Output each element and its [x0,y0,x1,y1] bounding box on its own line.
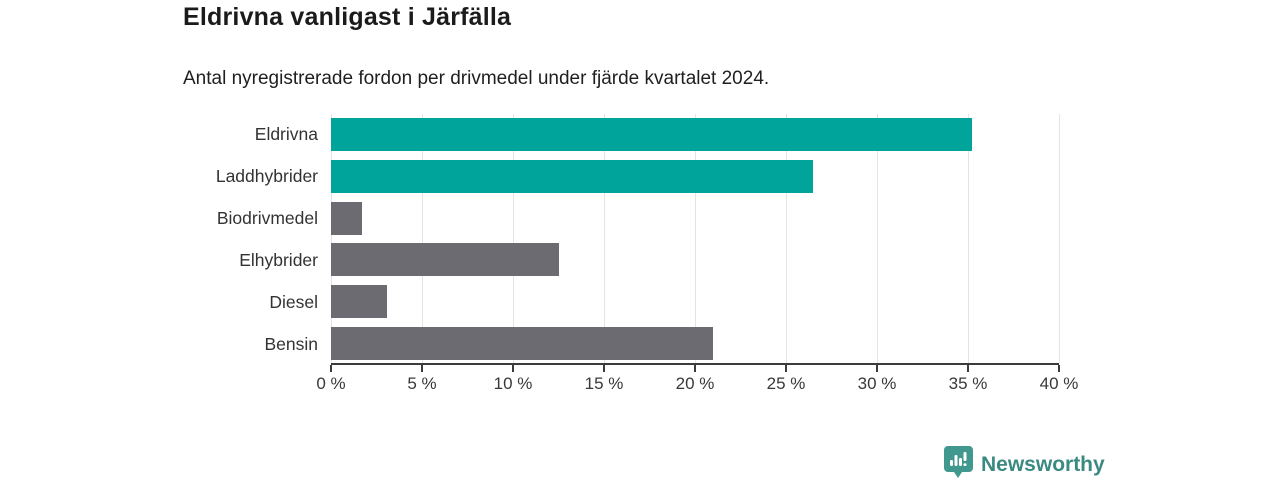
tick-mark [967,365,969,372]
page-title: Eldrivna vanligast i Järfälla [183,3,512,31]
tick-mark [785,365,787,372]
bar-diesel [331,285,388,319]
gridline [695,114,696,363]
category-label: Diesel [269,291,318,312]
tick-mark [876,365,878,372]
newsworthy-logo: Newsworthy [944,446,1105,480]
tick-label: 10 % [493,374,533,393]
brand-name: Newsworthy [981,452,1105,476]
bar-elhybrider [331,243,559,277]
category-label: Eldrivna [254,124,318,145]
tick-label: 35 % [948,374,988,393]
category-labels: Eldrivna Laddhybrider Biodrivmedel Elhybrid… [183,114,331,365]
gridline [877,114,878,363]
tick-mark [694,365,696,372]
bar-row [331,156,1059,198]
bar-row [331,198,1059,240]
tick-mark [1058,365,1060,372]
gridline [968,114,969,363]
gridline [786,114,787,363]
plot-area [331,114,1060,365]
bars [331,114,1059,365]
tick-mark [421,365,423,372]
tick-label: 5 % [407,374,437,393]
gridline [1059,114,1060,363]
tick-mark [512,365,514,372]
bar-biodrivmedel [331,201,362,235]
tick-label: 25 % [766,374,806,393]
category-label: Elhybrider [239,249,318,270]
category-label: Biodrivmedel [216,208,318,229]
bar-row [331,281,1059,323]
tick-mark [603,365,605,372]
tick-label: 0 % [316,374,346,393]
newsworthy-bar-chart-bubble-icon [944,446,973,480]
bar-laddhybrider [331,159,814,193]
gridline [331,114,332,363]
gridline [513,114,514,363]
gridline [422,114,423,363]
gridline [604,114,605,363]
bar-row [331,239,1059,281]
tick-label: 40 % [1039,374,1079,393]
bar-row [331,114,1059,156]
tick-label: 30 % [857,374,897,393]
tick-mark [330,365,332,372]
category-label: Laddhybrider [215,166,318,187]
x-axis: 0 % 5 % 10 % 15 % 20 % 25 % 30 % 35 % 40 % [316,365,1078,399]
bar-row [331,323,1059,365]
chart-subtitle: Antal nyregistrerade fordon per drivmede… [183,68,770,89]
tick-label: 20 % [675,374,715,393]
category-label: Bensin [264,333,318,354]
bar-eldrivna [331,118,972,151]
bar-chart: Eldrivna Laddhybrider Biodrivmedel Elhybrid… [183,114,1078,399]
bar-bensin [331,327,714,361]
tick-label: 15 % [584,374,624,393]
